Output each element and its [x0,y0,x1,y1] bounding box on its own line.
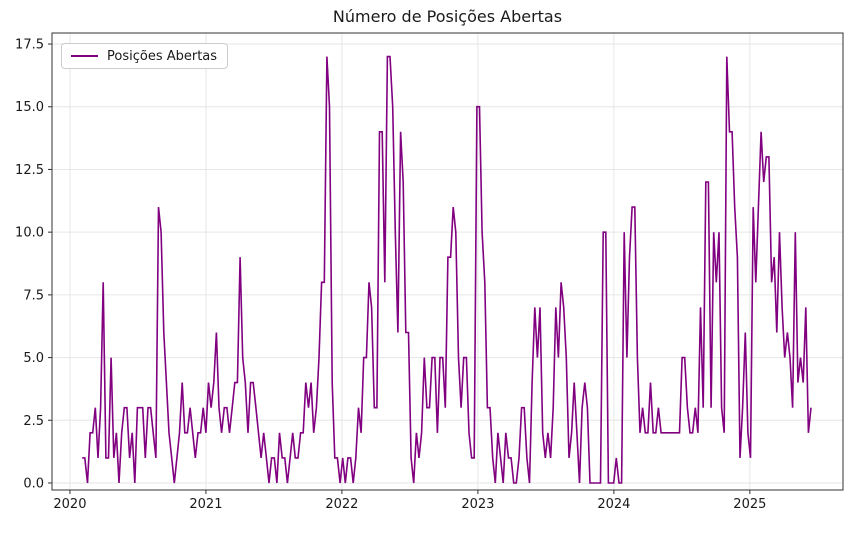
tick-labels: 2020 2021 2022 2023 2024 2025 0.0 2.5 5.0 7.5 10.0… [15,38,766,512]
y-tick-label: 5.0 [23,351,44,366]
legend: Posições Abertas [61,43,229,69]
x-tick-label: 2025 [733,497,766,512]
x-tick-label: 2020 [53,497,86,512]
x-tick-label: 2023 [461,497,494,512]
y-tick-label: 10.0 [15,226,44,241]
x-tick-label: 2021 [189,497,222,512]
legend-line-swatch [71,55,98,57]
y-tick-label: 2.5 [23,414,44,429]
y-tick-label: 15.0 [15,100,44,115]
y-tick-label: 17.5 [15,38,44,53]
series-line [82,55,812,484]
y-tick-label: 12.5 [15,163,44,178]
tick-marks [48,43,751,494]
axes-spines [51,32,844,491]
x-tick-label: 2022 [325,497,358,512]
y-tick-label: 0.0 [23,476,44,491]
y-tick-label: 7.5 [23,288,44,303]
chart-title: Número de Posições Abertas [332,7,563,26]
x-tick-label: 2024 [597,497,630,512]
legend-label: Posições Abertas [107,48,218,64]
